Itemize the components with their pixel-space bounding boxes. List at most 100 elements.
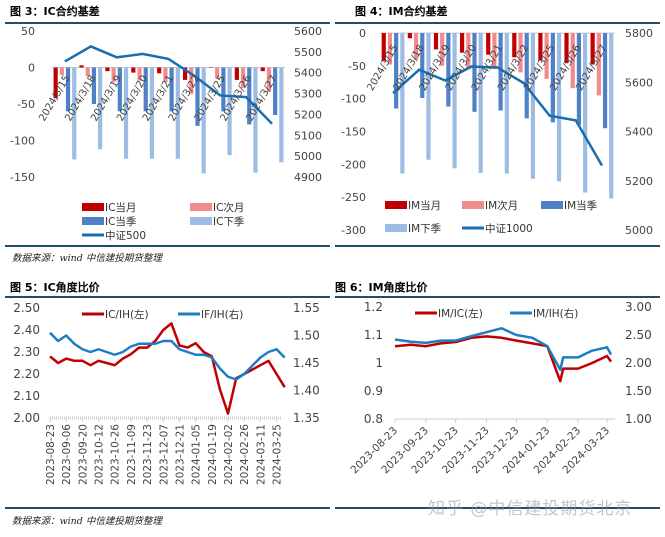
y-tick-label: 0	[359, 27, 366, 40]
x-tick-label: 2023-11-23	[142, 424, 154, 485]
legend-im-next-quarter-label: IM下季	[408, 223, 442, 235]
bar-IC当季	[117, 67, 122, 112]
y-tick-label: -50	[348, 60, 366, 73]
bar-IC次月	[137, 67, 142, 81]
figure-6-bottom-rule	[335, 507, 660, 509]
bar-IM当季	[420, 33, 425, 99]
bar-IC下季	[279, 67, 284, 163]
y2-tick-label: 5400	[294, 67, 322, 80]
figure-5-title: 图 5：IC角度比价	[10, 281, 100, 294]
y-tick-label: -100	[341, 93, 366, 106]
bar-IC当季	[169, 67, 174, 112]
bar-IM当季	[524, 33, 529, 119]
bar-IM下季	[426, 33, 431, 160]
y2-tick-label: 5300	[294, 88, 322, 101]
bar-IC当季	[273, 67, 278, 115]
bar-IM当季	[446, 33, 451, 107]
watermark: 知乎 @中信建投期货北京	[428, 499, 633, 519]
bar-IC下季	[201, 67, 206, 174]
legend-IF/IH(右)-label: IF/IH(右)	[201, 308, 243, 321]
y2-tick-label: 5100	[294, 129, 322, 142]
bar-IC次月	[240, 67, 246, 88]
line-IF/IH(右)	[49, 331, 286, 381]
y-tick-label: 0	[28, 62, 35, 75]
legend-IC/IH(左)-label: IC/IH(左)	[105, 308, 149, 321]
y2-tick-label: 1.00	[625, 412, 652, 426]
bar-IC下季	[175, 67, 180, 159]
figure-5-bottom-rule	[5, 507, 330, 509]
figure-4-bottom-rule	[335, 245, 660, 247]
x-tick-label: 2023-10-26	[110, 424, 122, 485]
bar-IM下季	[530, 33, 536, 179]
figure-3-bottom-rule	[5, 245, 330, 247]
y-tick-label: 1.2	[364, 300, 383, 314]
y2-tick-label: 1.50	[625, 384, 652, 398]
legend-im-current-month-label: IM当月	[408, 199, 441, 212]
legend-IM/IH(右)-label: IM/IH(右)	[533, 307, 578, 320]
bar-IC当月	[79, 65, 84, 68]
bar-IM次月	[518, 33, 523, 73]
bar-IM当月	[512, 33, 517, 58]
legend-ic-next-quarter-label: IC下季	[213, 216, 245, 228]
x-tick-label: 2023-10-12	[94, 424, 106, 485]
x-tick-label: 2024-03-25	[272, 424, 284, 485]
bar-IC次月	[163, 67, 168, 83]
bar-IC次月	[111, 67, 116, 83]
y-tick-label: 2.40	[13, 323, 40, 337]
bar-IC下季	[227, 67, 232, 156]
bar-IC下季	[149, 67, 155, 159]
x-tick-label: 2024-02-26	[239, 424, 251, 485]
y2-tick-label: 4900	[294, 171, 322, 184]
legend-im-next-month-swatch	[462, 201, 484, 209]
y-tick-label: 1.1	[364, 328, 383, 342]
bar-IC当季	[195, 67, 200, 126]
bar-IC下季	[98, 67, 103, 150]
bar-IM下季	[400, 33, 405, 174]
bar-IC当月	[182, 67, 188, 80]
legend-csi1000-label: 中证1000	[485, 222, 533, 235]
bar-IM当季	[472, 33, 477, 112]
bar-IM当月	[459, 33, 465, 53]
y2-tick-label: 5500	[294, 46, 322, 59]
bar-IM当月	[564, 33, 569, 64]
bar-IM次月	[492, 33, 497, 70]
legend-im-current-month-swatch	[385, 201, 407, 209]
y-tick-label: -250	[341, 191, 366, 204]
figure-6-title: 图 6：IM角度比价	[335, 281, 428, 294]
y2-tick-label: 5600	[294, 25, 322, 38]
bar-IC次月	[85, 67, 90, 77]
line-IM/IH(右)	[394, 327, 613, 371]
y2-tick-label: 5000	[625, 224, 653, 237]
x-tick-label: 2024-01-05	[191, 424, 203, 485]
x-tick-label: 2023-08-23	[45, 424, 57, 485]
bar-IC次月	[189, 67, 194, 94]
bar-IM当月	[407, 33, 412, 39]
y2-tick-label: 3.00	[625, 300, 652, 314]
y2-tick-label: 1.50	[293, 329, 320, 343]
legend-ic-current-quarter-label: IC当季	[105, 215, 137, 228]
legend-ic-current-month-swatch	[82, 203, 104, 211]
legend-ic-next-quarter-swatch	[190, 217, 212, 225]
x-tick-label: 2023-11-09	[126, 424, 138, 485]
bar-IM当月	[381, 33, 386, 62]
figure-5-source: 数据来源：wind 中信建投期货整理	[12, 516, 162, 527]
bar-IC当月	[208, 67, 214, 68]
legend-im-current-quarter-label: IM当季	[564, 199, 598, 212]
bar-IM次月	[544, 33, 549, 79]
bar-IM当季	[550, 33, 555, 123]
y-tick-label: -150	[341, 126, 366, 139]
bar-IM次月	[466, 33, 471, 70]
figure-4-top-rule	[335, 22, 660, 24]
bar-IM次月	[440, 33, 445, 66]
x-tick-label: 2023-09-20	[77, 424, 89, 485]
legend-IM/IC(左)-label: IM/IC(左)	[438, 307, 483, 320]
y-tick-label: 2.50	[13, 301, 40, 315]
bar-IC当月	[157, 67, 162, 74]
y2-tick-label: 5400	[625, 126, 653, 139]
bar-IM当月	[486, 33, 491, 55]
y2-tick-label: 1.45	[293, 356, 320, 370]
y-tick-label: 2.10	[13, 389, 40, 403]
y2-tick-label: 2.50	[625, 328, 652, 342]
legend-ic-next-month-swatch	[190, 203, 212, 211]
